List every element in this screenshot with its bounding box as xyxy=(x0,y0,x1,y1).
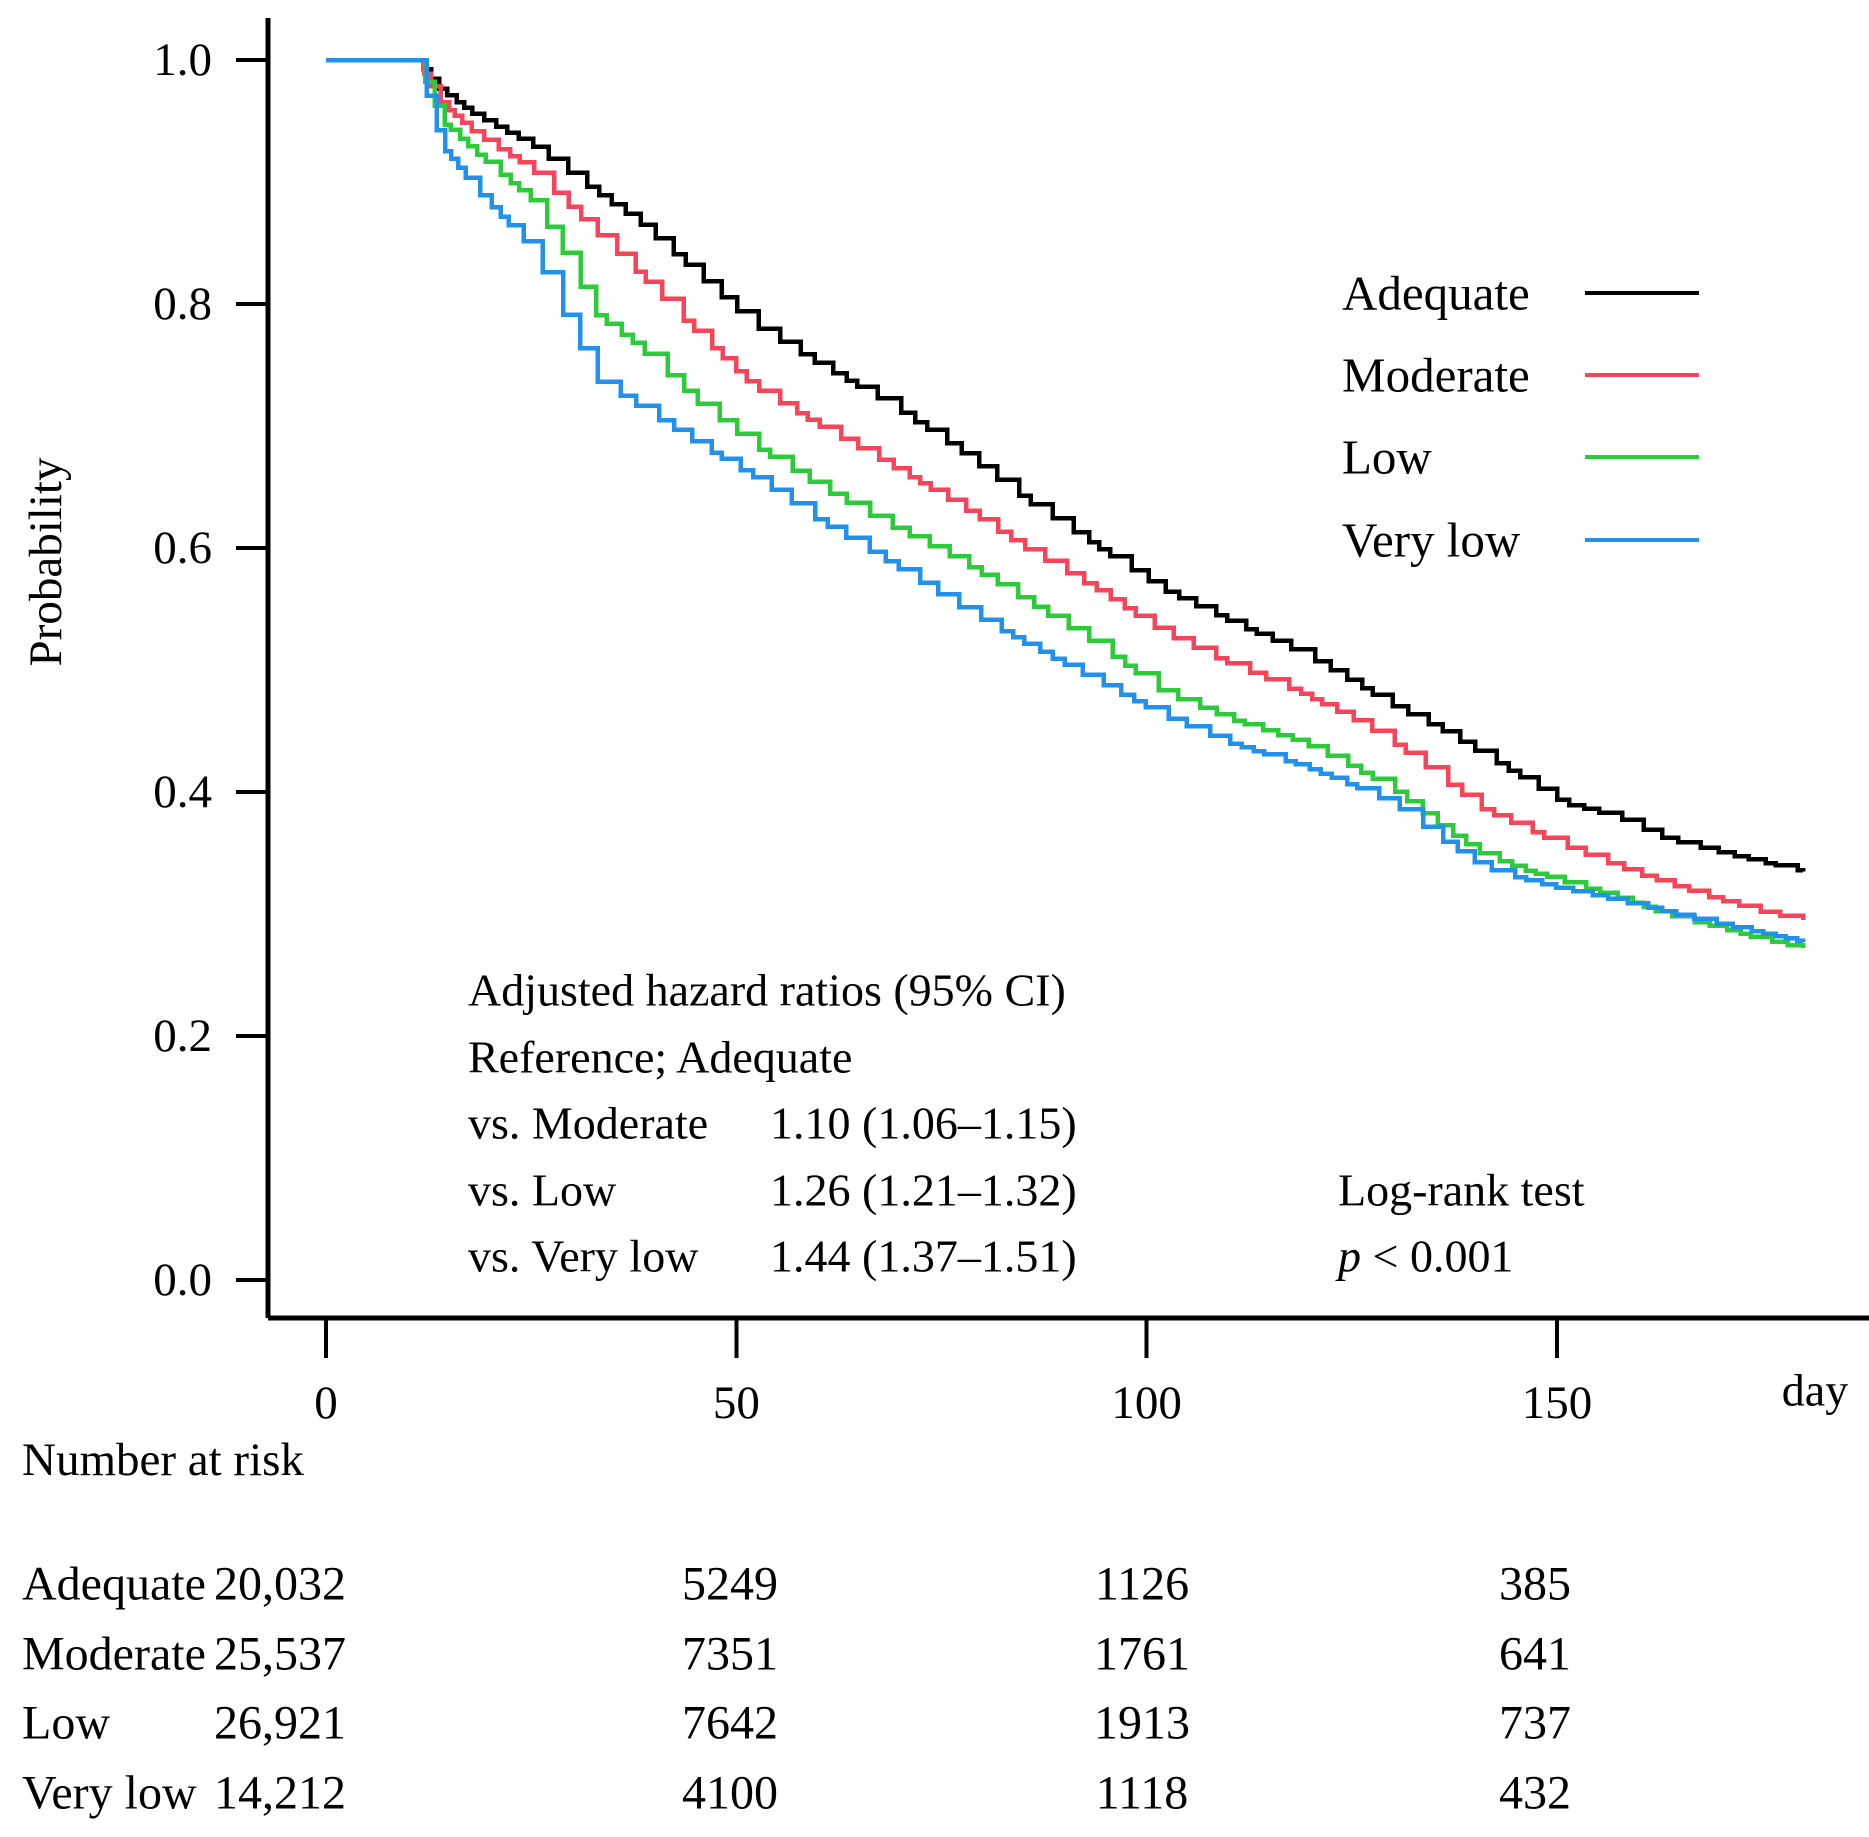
hr-row-label: vs. Low xyxy=(468,1164,617,1216)
risk-row-label: Moderate xyxy=(22,1627,206,1681)
risk-cell: 641 xyxy=(1499,1627,1571,1681)
risk-cell: 1761 xyxy=(1094,1627,1190,1681)
hr-row-value: 1.44 (1.37–1.51) xyxy=(770,1230,1077,1282)
km-curve-very-low xyxy=(326,57,1806,944)
x-tick-label: 50 xyxy=(712,1377,760,1429)
logrank-p-value: p < 0.001 xyxy=(1338,1230,1513,1283)
risk-cell: 737 xyxy=(1499,1696,1571,1750)
hr-row-value: 1.26 (1.21–1.32) xyxy=(770,1164,1077,1216)
annotation-title: Adjusted hazard ratios (95% CI) xyxy=(468,964,1066,1016)
risk-cell: 14,212 xyxy=(214,1766,346,1820)
y-tick-label: 1.0 xyxy=(153,34,212,86)
x-axis-unit-label: day xyxy=(1781,1364,1849,1416)
risk-cell: 26,921 xyxy=(214,1696,346,1750)
y-tick-label: 0.2 xyxy=(153,1010,212,1062)
km-curve-moderate xyxy=(326,57,1806,921)
risk-row-label: Very low xyxy=(22,1766,197,1820)
legend-label-adequate: Adequate xyxy=(1342,265,1530,321)
km-curve-adequate xyxy=(326,57,1806,873)
legend-lines xyxy=(1585,291,1699,542)
risk-cell: 1126 xyxy=(1094,1557,1190,1611)
risk-cell: 25,537 xyxy=(214,1627,346,1681)
x-tick-label: 150 xyxy=(1521,1377,1593,1429)
legend-label-very-low: Very low xyxy=(1342,512,1521,568)
risk-cell: 432 xyxy=(1499,1766,1571,1820)
x-tick-label: 0 xyxy=(314,1377,338,1429)
hr-row-label: vs. Moderate xyxy=(468,1097,709,1149)
risk-cell: 385 xyxy=(1499,1557,1571,1611)
hr-row-label: vs. Very low xyxy=(468,1230,699,1282)
legend-label-moderate: Moderate xyxy=(1342,347,1530,403)
survival-curves xyxy=(326,57,1806,949)
y-tick-label: 0.8 xyxy=(153,278,212,330)
km-curve-low xyxy=(326,57,1806,949)
y-tick-label: 0.6 xyxy=(153,522,212,574)
risk-row-label: Adequate xyxy=(22,1557,206,1611)
y-tick-label: 0.0 xyxy=(153,1254,212,1306)
axes xyxy=(236,18,1869,1358)
logrank-test-label: Log-rank test xyxy=(1338,1164,1585,1216)
p-symbol: p xyxy=(1338,1230,1361,1282)
legend-label-low: Low xyxy=(1342,429,1432,485)
risk-row-label: Low xyxy=(22,1696,110,1750)
number-at-risk-title: Number at risk xyxy=(22,1434,304,1486)
annotation-reference: Reference; Adequate xyxy=(468,1031,853,1083)
risk-cell: 20,032 xyxy=(214,1557,346,1611)
risk-cell: 7642 xyxy=(682,1696,778,1750)
x-tick-label: 100 xyxy=(1111,1377,1182,1429)
risk-cell: 1913 xyxy=(1094,1696,1190,1750)
risk-cell: 4100 xyxy=(682,1766,778,1820)
p-value-text: < 0.001 xyxy=(1361,1230,1514,1282)
risk-cell: 5249 xyxy=(682,1557,778,1611)
risk-cell: 7351 xyxy=(682,1627,778,1681)
hr-row-value: 1.10 (1.06–1.15) xyxy=(770,1097,1077,1149)
y-tick-label: 0.4 xyxy=(153,766,212,818)
risk-cell: 1118 xyxy=(1095,1766,1189,1820)
